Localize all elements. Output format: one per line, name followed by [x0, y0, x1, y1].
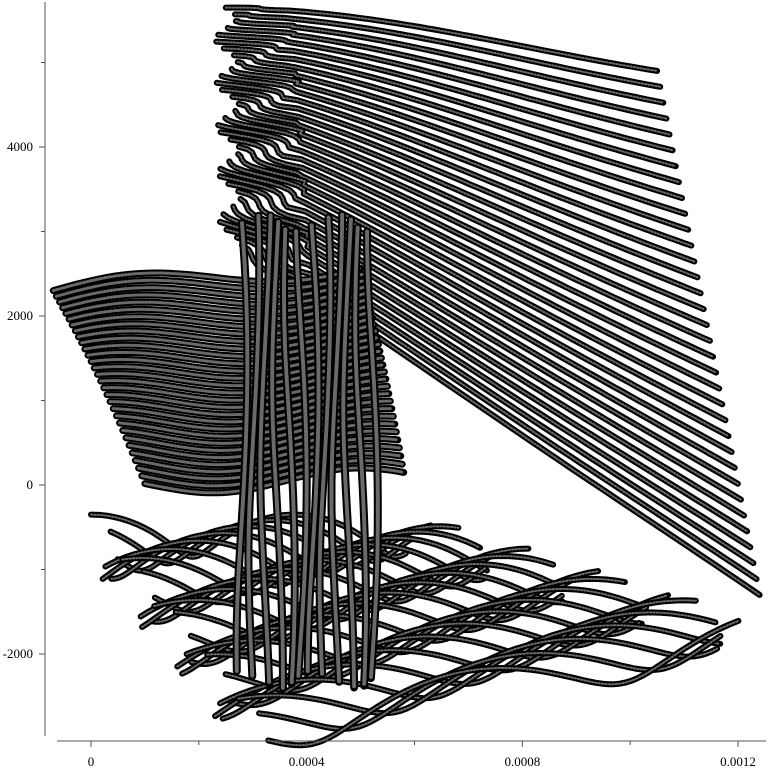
top-curve-marker-core: [233, 54, 680, 184]
top-curve-marker-core: [218, 175, 733, 453]
spine-curve-marker-core: [341, 217, 357, 690]
spine-curve-marker-core: [234, 221, 250, 673]
top-curve-marker-core: [217, 124, 711, 342]
top-curve-marker-core: [234, 109, 705, 311]
spine-curve-marker-core: [365, 229, 380, 681]
top-curve-marker-core: [220, 74, 690, 231]
ticks: 0 0.0004 0.0008 0.0012 -2000 0 2000 4000: [3, 62, 756, 768]
lower-curve-marker-core: [267, 619, 740, 747]
x-tick-label: 0: [88, 754, 95, 768]
top-curve-marker-core: [224, 117, 708, 326]
top-curve-marker-core: [236, 61, 683, 199]
top-curve-marker-core: [228, 160, 727, 422]
x-tick-label: 0.0008: [504, 754, 540, 768]
y-tick-label: 0: [27, 477, 34, 492]
top-curve-marker-core: [226, 26, 668, 120]
y-tick-label: 4000: [7, 139, 33, 154]
left-curve-marker-core: [80, 323, 376, 351]
spine-curve-marker-core: [258, 213, 273, 686]
top-curve-marker-core: [219, 131, 714, 358]
top-curve-marker-core: [237, 153, 724, 406]
left-curve-marker-core: [54, 272, 364, 298]
top-curve-marker-core: [230, 68, 687, 215]
x-tick-label: 0.0004: [289, 754, 325, 768]
y-tick-label: 2000: [7, 308, 33, 323]
spine-curve-marker-core: [246, 213, 262, 678]
spine-curve-marker-core: [270, 219, 285, 690]
data-layer: [49, 4, 763, 749]
top-curve-marker-core: [224, 6, 659, 72]
axes: [44, 2, 766, 742]
left-curve-marker-core: [133, 444, 401, 474]
top-curve-marker-core: [221, 88, 696, 263]
spine-curve-marker-core: [329, 212, 345, 684]
top-curve-marker-core: [215, 81, 693, 247]
lower-curve-marker-core: [219, 624, 722, 705]
left-curve-marker-core: [51, 266, 363, 293]
left-curve-marker-core: [77, 316, 374, 344]
top-curve-marker-core: [231, 95, 699, 279]
lower-curve-marker-core: [153, 571, 564, 631]
top-curve-marker-core: [237, 102, 702, 295]
left-curve-marker-core: [130, 436, 400, 467]
spine-curve-marker-core: [353, 225, 368, 688]
left-curve-marker-core: [73, 310, 373, 336]
top-curve-marker-core: [217, 33, 671, 136]
top-curve-marker-core: [234, 20, 665, 104]
top-curve-marker-core: [222, 47, 677, 168]
top-curve-marker-core: [234, 13, 662, 88]
spine-curve-marker-core: [317, 215, 333, 676]
top-curve-marker-core: [229, 138, 718, 374]
top-curve-marker-core: [219, 167, 730, 438]
y-tick-label: -2000: [3, 646, 33, 661]
lower-curve-marker-core: [189, 578, 575, 653]
top-curve-marker-core: [237, 145, 721, 390]
top-curve-marker-core: [215, 40, 674, 152]
x-tick-label: 0.0012: [720, 754, 756, 768]
spine-curve-marker-core: [294, 229, 309, 678]
spine-curve-marker-core: [305, 223, 321, 673]
spine-curve-marker-core: [282, 227, 297, 686]
